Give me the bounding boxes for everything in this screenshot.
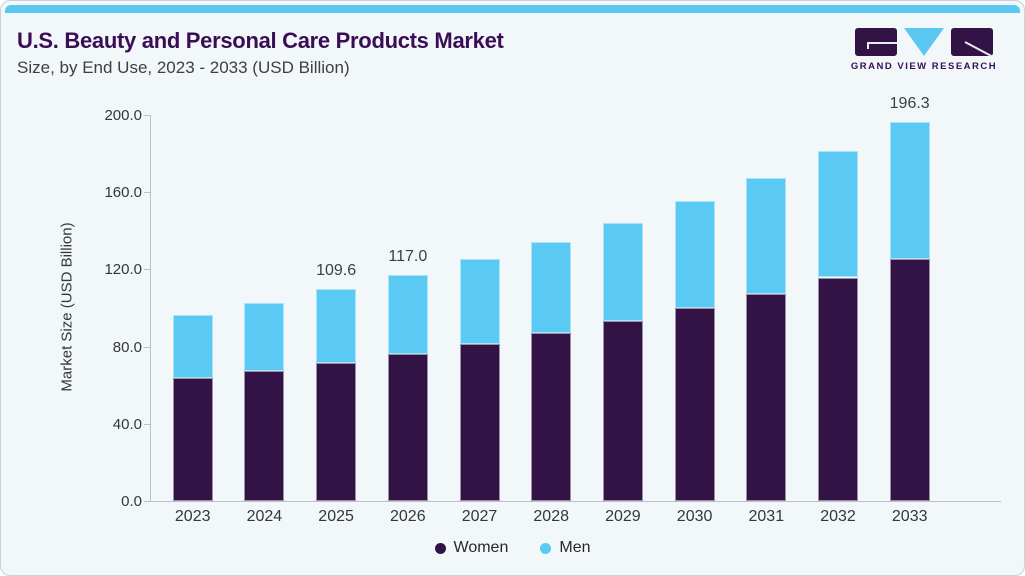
bar-segment-women-2032 (818, 277, 858, 501)
y-tick-mark (144, 115, 150, 116)
bar-segment-men-2031 (746, 177, 787, 294)
logo-v-icon (904, 28, 944, 56)
bar-segment-men-2033 (889, 122, 930, 259)
x-tick-label-2032: 2032 (820, 508, 856, 525)
y-tick-label: 200.0 (104, 107, 142, 124)
legend-dot-icon (434, 542, 446, 554)
bar-segment-men-2030 (674, 200, 715, 308)
y-axis-title: Market Size (USD Billion) (58, 222, 76, 392)
bar-segment-men-2032 (818, 151, 858, 278)
bar-segment-men-2024 (244, 303, 285, 371)
x-tick-label-2027: 2027 (461, 508, 498, 525)
y-tick-mark (144, 423, 150, 425)
bar-segment-women-2030 (674, 307, 715, 501)
bar-segment-men-2025 (316, 289, 357, 363)
top-accent-bar (5, 5, 1020, 13)
chart-legend: Women Men (1, 539, 1024, 557)
legend-item-men: Men (540, 539, 590, 557)
logo-wordmark: GRAND VIEW RESEARCH (850, 61, 998, 72)
bar-segment-women-2029 (602, 321, 643, 501)
y-tick-label: 40.0 (112, 415, 142, 433)
x-tick-label-2028: 2028 (533, 508, 569, 525)
x-tick-label-2024: 2024 (246, 508, 283, 525)
x-axis-line (150, 501, 1001, 502)
y-tick-label: 80.0 (112, 338, 142, 356)
x-tick-label-2033: 2033 (891, 508, 928, 525)
x-tick-label-2030: 2030 (676, 508, 713, 525)
logo-glyphs (848, 27, 1000, 57)
bar-segment-men-2023 (172, 315, 213, 379)
y-tick-label: 160.0 (104, 184, 142, 202)
x-tick-label-2031: 2031 (748, 508, 785, 525)
legend-dot-icon (540, 542, 552, 554)
bar-segment-women-2031 (746, 293, 787, 501)
y-axis-line (150, 115, 151, 501)
grand-view-research-logo: GRAND VIEW RESEARCH (848, 27, 1000, 72)
legend-label: Men (559, 539, 591, 556)
x-tick-label-2023: 2023 (174, 508, 211, 525)
bar-segment-men-2028 (531, 241, 572, 333)
bar-value-label-2025: 109.6 (316, 262, 357, 280)
y-tick-label: 120.0 (104, 261, 142, 279)
y-tick-mark (144, 269, 150, 271)
page-title: U.S. Beauty and Personal Care Products M… (17, 28, 504, 53)
bar-value-label-2026: 117.0 (388, 248, 428, 266)
y-tick-mark (144, 501, 150, 502)
bar-segment-women-2033 (889, 258, 930, 501)
page-subtitle: Size, by End Use, 2023 - 2033 (USD Billi… (17, 58, 350, 77)
y-tick-label: 0.0 (121, 493, 142, 510)
bar-segment-men-2027 (459, 259, 500, 344)
bar-segment-women-2026 (387, 353, 428, 501)
bar-segment-women-2023 (172, 378, 213, 501)
legend-item-women: Women (434, 539, 509, 557)
logo-g-icon (855, 28, 897, 56)
bar-segment-men-2026 (387, 275, 428, 354)
bar-segment-women-2028 (531, 332, 572, 501)
bar-segment-women-2024 (244, 370, 285, 501)
x-tick-label-2025: 2025 (318, 508, 354, 525)
legend-label: Women (453, 539, 509, 556)
y-tick-mark (144, 192, 150, 194)
y-tick-mark (144, 346, 150, 348)
x-tick-label-2029: 2029 (605, 508, 641, 525)
logo-r-icon (951, 28, 993, 56)
bar-segment-women-2025 (316, 363, 357, 501)
x-tick-label-2026: 2026 (390, 508, 426, 525)
bar-segment-women-2027 (459, 343, 500, 501)
bar-value-label-2033: 196.3 (889, 95, 930, 113)
bar-segment-men-2029 (602, 222, 643, 322)
